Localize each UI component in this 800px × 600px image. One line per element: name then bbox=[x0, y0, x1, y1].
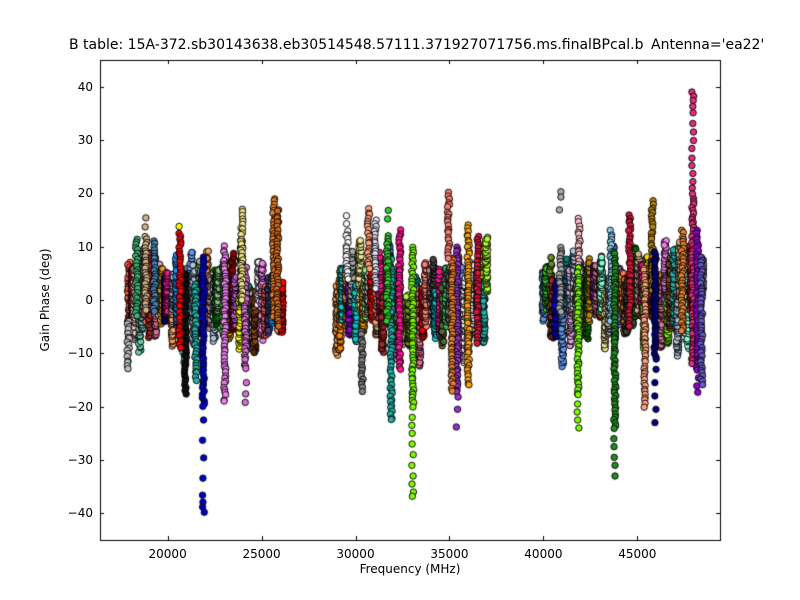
x-axis-label: Frequency (MHz) bbox=[359, 562, 461, 576]
x-tick-label: 40000 bbox=[524, 547, 563, 561]
x-tick-label: 20000 bbox=[148, 547, 187, 561]
plot-title: B table: 15A-372.sb30143638.eb30514548.5… bbox=[69, 37, 644, 53]
y-tick-label: 40 bbox=[77, 79, 93, 94]
y-tick-label: 10 bbox=[77, 239, 93, 254]
y-tick-label: 0 bbox=[85, 293, 93, 307]
y-tick-label: −20 bbox=[67, 399, 93, 414]
y-tick-label: −40 bbox=[67, 506, 93, 521]
x-tick-label: 35000 bbox=[430, 547, 469, 561]
y-tick-label: −30 bbox=[67, 453, 93, 467]
antenna-label: Antenna='ea22' bbox=[651, 37, 765, 53]
x-tick-label: 30000 bbox=[336, 547, 375, 561]
y-tick-label: −10 bbox=[67, 346, 93, 361]
x-tick-label: 45000 bbox=[618, 547, 657, 561]
y-tick-label: 30 bbox=[77, 133, 93, 147]
x-tick-label: 25000 bbox=[242, 547, 281, 561]
y-tick-label: 20 bbox=[77, 186, 93, 201]
